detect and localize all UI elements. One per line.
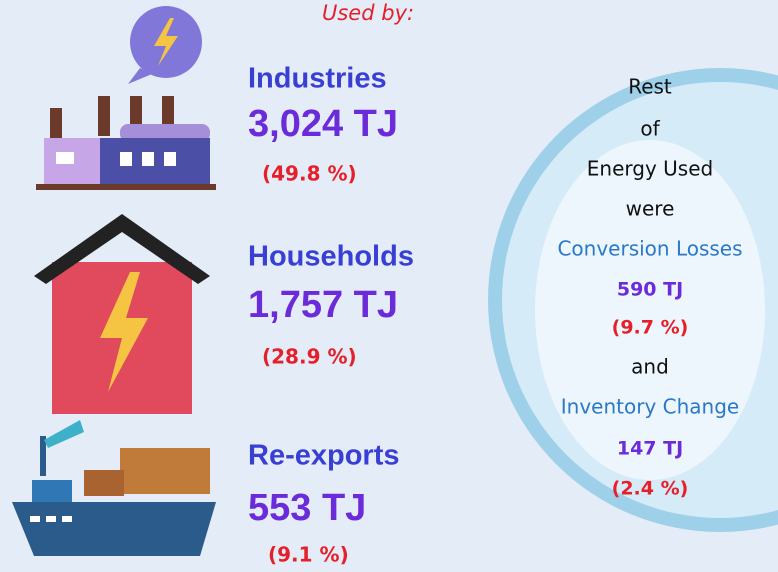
- inventory-share: (2.4 %): [612, 478, 689, 500]
- conversion-share: (9.7 %): [612, 317, 689, 339]
- header-title: Used by:: [322, 1, 414, 25]
- rest-line: of: [640, 117, 660, 141]
- conversion-amount: 590 TJ: [617, 279, 683, 301]
- rest-line: Energy Used: [587, 157, 713, 181]
- cloud: [535, 140, 765, 480]
- rest-joiner: and: [631, 355, 669, 379]
- item-amount: 1,757 TJ: [248, 284, 398, 326]
- rest-line: Rest: [628, 75, 672, 99]
- item-share: (9.1 %): [268, 543, 349, 567]
- item-label: Industries: [248, 63, 387, 95]
- item-amount: 553 TJ: [248, 487, 366, 529]
- item-share: (49.8 %): [262, 162, 357, 186]
- item-label: Households: [248, 241, 414, 273]
- item-label: Re-exports: [248, 440, 400, 472]
- inventory-amount: 147 TJ: [617, 438, 683, 460]
- item-share: (28.9 %): [262, 345, 357, 369]
- infographic: Used by: Industries 3,024 TJ (49.8 %) Ho…: [0, 0, 778, 572]
- conversion-label: Conversion Losses: [557, 237, 742, 261]
- rest-line: were: [626, 197, 675, 221]
- item-amount: 3,024 TJ: [248, 103, 398, 145]
- inventory-label: Inventory Change: [561, 395, 739, 419]
